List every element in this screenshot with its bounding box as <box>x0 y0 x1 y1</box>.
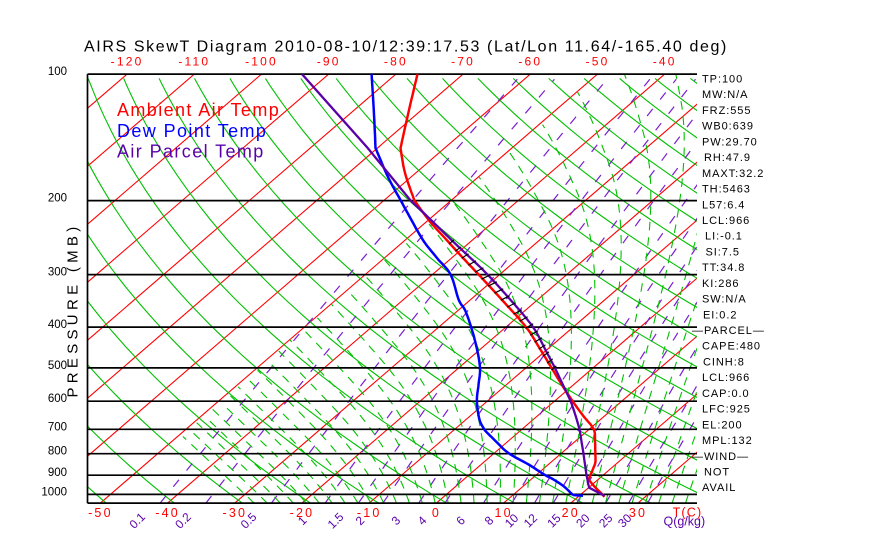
svg-text:1000: 1000 <box>41 486 67 498</box>
svg-text:-110: -110 <box>178 55 210 69</box>
svg-text:10: 10 <box>494 506 512 520</box>
svg-text:500: 500 <box>48 360 67 372</box>
svg-text:TT:34.8: TT:34.8 <box>702 262 745 274</box>
svg-text:PW:29.70: PW:29.70 <box>702 136 758 148</box>
svg-text:SI:7.5: SI:7.5 <box>706 246 740 258</box>
svg-text:LI:-0.1: LI:-0.1 <box>705 231 743 243</box>
svg-text:RH:47.9: RH:47.9 <box>704 152 751 164</box>
svg-text:Ambient Air Temp: Ambient Air Temp <box>117 100 280 120</box>
svg-text:MAXT:32.2: MAXT:32.2 <box>702 168 764 180</box>
svg-text:300: 300 <box>48 267 67 279</box>
svg-text:LCL:966: LCL:966 <box>702 215 750 227</box>
svg-text:LFC:925: LFC:925 <box>702 404 751 416</box>
svg-text:TH:5463: TH:5463 <box>702 184 751 196</box>
svg-text:-100: -100 <box>245 55 278 69</box>
svg-text:-120: -120 <box>111 55 144 69</box>
svg-text:MW:N/A: MW:N/A <box>702 89 748 101</box>
svg-text:KI:286: KI:286 <box>702 278 740 290</box>
svg-text:-20: -20 <box>290 506 315 520</box>
svg-text:EI:0.2: EI:0.2 <box>703 309 737 321</box>
svg-text:CAPE:480: CAPE:480 <box>702 341 761 353</box>
svg-text:NOT: NOT <box>704 467 730 479</box>
svg-text:600: 600 <box>48 393 67 405</box>
svg-text:SW:N/A: SW:N/A <box>702 294 747 306</box>
svg-text:-40: -40 <box>653 55 677 69</box>
svg-text:20: 20 <box>562 506 580 520</box>
svg-text:30: 30 <box>629 506 647 520</box>
svg-text:-60: -60 <box>518 55 542 69</box>
svg-text:CAP:0.0: CAP:0.0 <box>702 388 750 400</box>
svg-text:PRESSURE (MB): PRESSURE (MB) <box>65 222 82 397</box>
svg-text:CINH:8: CINH:8 <box>703 357 745 369</box>
svg-text:AIRS SkewT Diagram 2010-08-10/: AIRS SkewT Diagram 2010-08-10/12:39:17.5… <box>84 39 728 56</box>
svg-text:-10: -10 <box>357 506 382 520</box>
svg-text:Air Parcel Temp: Air Parcel Temp <box>117 142 265 162</box>
svg-text:MPL:132: MPL:132 <box>702 435 753 447</box>
svg-text:-50: -50 <box>88 506 113 520</box>
svg-text:0: 0 <box>432 506 441 520</box>
svg-text:100: 100 <box>48 66 67 78</box>
svg-text:FRZ:555: FRZ:555 <box>702 105 751 117</box>
svg-text:L57:6.4: L57:6.4 <box>702 199 745 211</box>
svg-text:Q(g/kg): Q(g/kg) <box>664 515 706 529</box>
svg-text:WB0:639: WB0:639 <box>702 121 754 133</box>
svg-text:900: 900 <box>48 467 67 479</box>
svg-text:LCL:966: LCL:966 <box>702 372 750 384</box>
svg-text:TP:100: TP:100 <box>702 74 743 86</box>
svg-text:800: 800 <box>48 446 67 458</box>
svg-text:T(C): T(C) <box>673 506 703 520</box>
svg-text:Dew Point Temp: Dew Point Temp <box>117 121 267 141</box>
svg-text:-90: -90 <box>317 55 341 69</box>
svg-text:200: 200 <box>48 193 67 205</box>
svg-text:-30: -30 <box>222 506 247 520</box>
svg-text:EL:200: EL:200 <box>702 419 743 431</box>
svg-text:—PARCEL—: —PARCEL— <box>692 325 765 337</box>
svg-text:-50: -50 <box>586 55 610 69</box>
svg-text:—WIND—: —WIND— <box>692 451 749 463</box>
svg-text:400: 400 <box>48 319 67 331</box>
svg-text:-40: -40 <box>155 506 180 520</box>
svg-text:-80: -80 <box>384 55 408 69</box>
svg-text:-70: -70 <box>451 55 475 69</box>
svg-text:AVAIL: AVAIL <box>702 482 736 494</box>
svg-text:700: 700 <box>48 421 67 433</box>
